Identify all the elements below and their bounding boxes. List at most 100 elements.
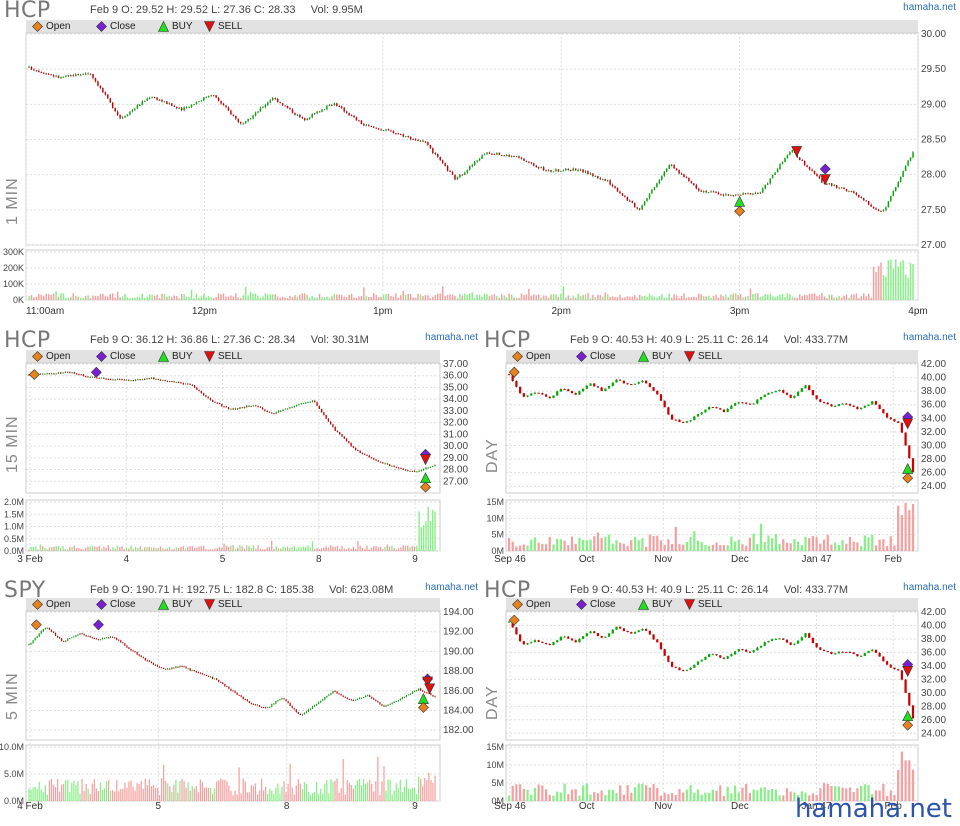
candle-body	[234, 408, 237, 410]
volume-bar	[383, 766, 385, 801]
volume-bar	[199, 779, 201, 801]
volume-tick-label: 0.0M	[4, 546, 24, 556]
volume-bar	[559, 792, 563, 801]
candle-body	[744, 193, 747, 195]
candle-body	[287, 701, 289, 704]
volume-bar	[667, 794, 670, 801]
sell-marker	[791, 146, 803, 158]
candle-body	[87, 73, 89, 75]
volume-bar	[645, 785, 648, 801]
brand-link[interactable]: hamaha.net	[903, 2, 956, 13]
volume-bar	[520, 293, 523, 300]
volume-bar	[594, 296, 597, 300]
candle-body	[208, 96, 210, 98]
volume-bar	[301, 789, 304, 801]
volume-bar	[209, 787, 212, 801]
candle-body	[667, 407, 670, 415]
candle-body	[285, 699, 287, 702]
volume-bar	[675, 295, 678, 300]
candle-body	[252, 115, 254, 119]
volume-bar	[230, 545, 232, 551]
candle-body	[282, 409, 284, 412]
volume-bar	[284, 297, 286, 300]
volume-bar	[75, 785, 77, 801]
volume-bar	[725, 294, 727, 300]
volume-bar	[430, 780, 432, 801]
candle-body	[193, 104, 195, 106]
volume-bar	[895, 259, 897, 300]
candle-body	[533, 392, 537, 394]
open-legend-icon	[32, 599, 43, 610]
candle-body	[615, 379, 618, 383]
volume-bar	[540, 297, 542, 300]
volume-bar	[54, 786, 57, 801]
price-tick-label: 33.00	[443, 406, 468, 417]
volume-bar	[200, 296, 203, 300]
time-tick-label: Sep 46	[494, 554, 526, 565]
candle-body	[223, 406, 225, 408]
brand-link[interactable]: hamaha.net	[425, 582, 478, 593]
volume-bar	[379, 794, 381, 801]
volume-bar	[87, 295, 89, 300]
candle-body	[326, 695, 328, 698]
volume-bar	[326, 780, 328, 801]
volume-bar	[912, 264, 914, 300]
candle-body	[221, 404, 223, 407]
brand-link[interactable]: hamaha.net	[903, 582, 956, 593]
volume-bar	[129, 298, 131, 300]
volume-bar	[240, 298, 242, 300]
candle-body	[626, 196, 629, 201]
candle-body	[300, 403, 302, 405]
legend-bar: Open Close BUY SELL	[26, 598, 440, 611]
candle-body	[870, 204, 872, 207]
volume-bar	[232, 296, 235, 300]
candle-body	[40, 630, 42, 634]
volume-bar	[214, 788, 216, 801]
volume-bar	[95, 788, 97, 801]
volume-bar	[574, 543, 577, 551]
brand-link[interactable]: hamaha.net	[903, 332, 956, 343]
candle-body	[269, 706, 271, 708]
candle-body	[311, 400, 314, 402]
volume-bar	[264, 549, 266, 551]
volume-bar	[722, 545, 726, 551]
candle-body	[53, 373, 55, 375]
footer-brand-logo[interactable]: hamaha.net	[794, 794, 952, 824]
volume-bar	[185, 787, 187, 801]
candle-body	[541, 641, 544, 643]
volume-bar	[137, 547, 139, 551]
candle-body	[356, 698, 359, 700]
volume-bar	[202, 545, 205, 551]
volume-bar	[189, 546, 191, 551]
volume-bar	[112, 790, 114, 801]
volume-bar	[395, 549, 398, 551]
volume-bar	[111, 293, 114, 300]
price-tick-label: 30.00	[921, 29, 946, 40]
volume-bar	[32, 787, 34, 801]
volume-bar	[264, 293, 267, 300]
candle-body	[574, 393, 577, 395]
volume-bar	[611, 296, 614, 300]
brand-link[interactable]: hamaha.net	[425, 332, 478, 343]
close-legend-label: Close	[110, 21, 136, 32]
volume-bar	[757, 293, 759, 300]
price-tick-label: 32.00	[921, 427, 946, 438]
candle-body	[341, 434, 343, 437]
candle-body	[375, 127, 377, 129]
candle-body	[412, 139, 414, 141]
candle-body	[56, 635, 59, 638]
candle-body	[416, 690, 418, 692]
volume-bar	[163, 764, 165, 801]
volume-bar	[748, 537, 752, 551]
candle-body	[97, 639, 99, 641]
volume-bar	[522, 544, 525, 551]
candle-body	[264, 104, 267, 108]
volume-bar	[70, 297, 72, 300]
volume-bar	[722, 796, 726, 801]
candle-body	[247, 118, 249, 122]
candle-body	[340, 694, 342, 696]
candle-body	[416, 471, 418, 473]
candle-body	[766, 183, 769, 185]
volume-bar	[878, 539, 881, 551]
volume-bar	[420, 527, 423, 551]
